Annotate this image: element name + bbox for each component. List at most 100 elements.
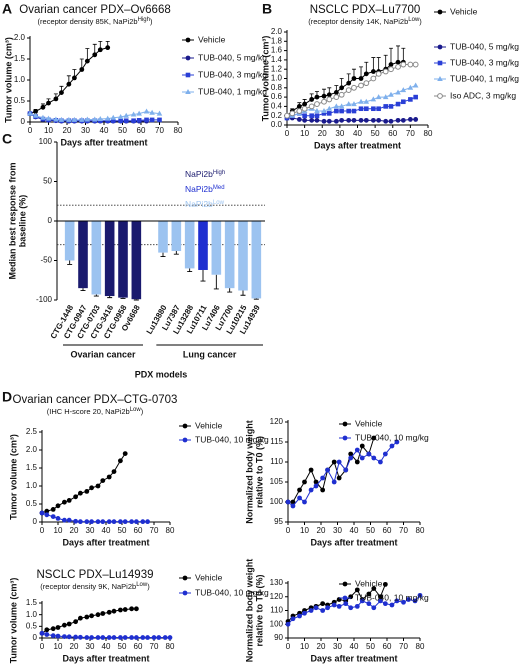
data-point (339, 117, 345, 123)
data-point (136, 118, 142, 123)
data-point (73, 518, 78, 524)
error-bar (67, 260, 73, 265)
legend-label: TUB-040, 10 mg/kg (355, 592, 429, 602)
data-point (95, 483, 101, 489)
data-point (284, 112, 290, 119)
y-axis-label: Tumor volume (cm³) (8, 434, 18, 520)
subtitle-end: ) (141, 407, 144, 416)
y-tick-label: 2.5 (26, 427, 38, 436)
bar (184, 221, 195, 269)
x-tick-label: 20 (63, 126, 72, 135)
x-tick-label: 70 (150, 642, 159, 651)
legend-label: TUB-040, 3 mg/kg (198, 69, 267, 79)
y-tick-label: 0.4 (271, 102, 283, 111)
data-point (296, 104, 302, 109)
subtitle-sup: Low (408, 17, 420, 23)
data-point (400, 61, 407, 68)
y-tick-label: 90 (274, 633, 283, 642)
data-point (289, 110, 296, 117)
data-point (40, 104, 46, 110)
error-bar (160, 252, 166, 257)
x-tick-label: 50 (118, 526, 127, 535)
y-axis-label: Normalized body weight (244, 559, 254, 663)
y-tick-label: 105 (270, 477, 284, 486)
data-point (388, 62, 394, 67)
data-point (97, 47, 103, 53)
data-point (413, 117, 419, 122)
data-point (309, 97, 315, 102)
data-point (382, 94, 389, 100)
x-axis-label: Days after treatment (310, 537, 397, 547)
data-point (400, 117, 406, 123)
y-tick-label: 1.0 (271, 74, 283, 83)
data-point (333, 118, 339, 124)
y-tick-label: 0 (33, 517, 38, 526)
data-point (110, 114, 117, 120)
data-point (327, 111, 332, 116)
data-point (302, 479, 307, 485)
data-point (129, 635, 135, 640)
data-point (358, 98, 364, 104)
data-point (104, 115, 111, 121)
data-point (129, 519, 135, 525)
y-tick-label: 95 (274, 517, 283, 526)
data-point (302, 610, 307, 616)
y-axis-label: relative to T0 (%) (254, 436, 264, 508)
data-point (106, 609, 112, 615)
x-tick-label: 20 (318, 129, 327, 138)
data-point (406, 597, 411, 602)
subtitle-end: ) (419, 17, 422, 26)
y-axis-label: baseline (%) (17, 195, 27, 248)
data-point (66, 634, 72, 640)
error-bar (133, 299, 139, 301)
data-point (62, 634, 67, 639)
data-point (354, 587, 360, 593)
data-point (122, 451, 128, 456)
x-tick-label: 70 (155, 126, 164, 135)
data-point (314, 113, 320, 118)
data-point (136, 110, 142, 116)
y-tick-label: 100 (270, 497, 284, 506)
data-point (134, 635, 139, 640)
x-tick-label: 0 (285, 129, 290, 138)
data-point (313, 479, 319, 485)
x-tick-label: 80 (166, 642, 175, 651)
data-point (314, 117, 320, 123)
data-point (118, 118, 123, 124)
y-tick-label: -50 (40, 256, 52, 265)
x-tick-label: 30 (86, 642, 95, 651)
data-point (73, 494, 78, 500)
data-point (338, 91, 345, 98)
data-point (149, 117, 155, 123)
y-tick-label: 0 (21, 117, 26, 126)
data-point (351, 76, 357, 81)
data-point (53, 96, 59, 102)
data-point (285, 621, 291, 627)
data-point (394, 598, 400, 604)
legend-label: TUB-040, 3 mg/kg (450, 57, 519, 67)
x-axis-label: Days after treatment (60, 137, 147, 147)
x-tick-label: 0 (40, 642, 45, 651)
chart-title: Ovarian cancer PDX–Ov6668 (19, 4, 171, 16)
y-tick-label: 0.5 (14, 96, 26, 105)
data-point (370, 96, 377, 102)
y-tick-label: 2.0 (271, 27, 283, 36)
x-tick-label: 80 (416, 526, 425, 535)
legend-label: Vehicle (195, 572, 223, 582)
y-axis-label: relative to T0 (%) (254, 574, 264, 646)
y-tick-label: 0.0 (271, 120, 283, 129)
data-point (39, 630, 45, 636)
x-tick-label: 60 (134, 642, 143, 651)
y-tick-label: 1.6 (271, 46, 283, 55)
y-tick-label: 1.5 (14, 54, 26, 63)
legend-marker (437, 9, 443, 15)
y-tick-label: 0.6 (271, 92, 283, 101)
data-point (358, 82, 364, 89)
data-point (376, 106, 381, 112)
data-point (39, 510, 45, 516)
data-point (123, 118, 129, 124)
x-tick-label: 10 (54, 526, 63, 535)
error-bar (80, 288, 86, 291)
data-point (110, 118, 116, 124)
